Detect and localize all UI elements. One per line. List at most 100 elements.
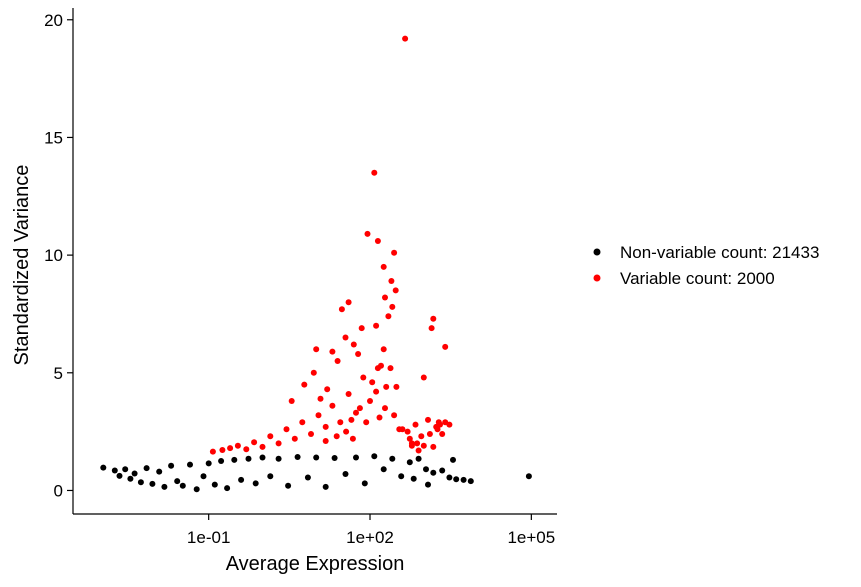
y-ticks: 0 5 10 15 20	[44, 11, 73, 500]
variable-point	[385, 313, 392, 320]
variable-point	[358, 325, 365, 332]
variable-point	[418, 433, 425, 440]
nonvariable-point	[331, 455, 338, 461]
variable-point	[334, 358, 341, 364]
nonvariable-point	[131, 470, 138, 477]
nonvariable-point	[127, 475, 134, 482]
variable-point	[426, 431, 433, 437]
variable-point	[420, 374, 427, 381]
nonvariable-point	[267, 473, 274, 480]
nonvariable-point	[525, 473, 532, 480]
variable-point	[442, 343, 449, 350]
nonvariable-point	[467, 478, 474, 485]
variable-point	[364, 230, 371, 237]
variable-point	[322, 438, 329, 444]
nonvariable-point	[100, 464, 107, 471]
variable-point	[369, 379, 376, 386]
variable-point	[310, 369, 317, 376]
nonvariable-point	[252, 480, 259, 487]
nonvariable-point	[200, 473, 207, 480]
variable-point	[415, 447, 422, 454]
nonvariable-point	[137, 479, 144, 486]
variable-point	[388, 278, 395, 284]
nonvariable-point	[423, 466, 429, 473]
nonvariable-point	[211, 481, 218, 488]
variable-point	[382, 294, 388, 301]
nonvariable-point	[446, 474, 453, 481]
variable-point	[283, 426, 290, 433]
nonvariable-point	[193, 486, 200, 493]
variable-point	[243, 446, 250, 453]
variable-point	[251, 439, 258, 446]
nonvariable-point	[398, 473, 405, 480]
variable-point	[267, 433, 274, 440]
legend-label: Variable count: 2000	[620, 269, 775, 288]
variable-point	[315, 412, 322, 419]
variable-point	[406, 435, 413, 442]
variable-point	[376, 414, 383, 421]
x-axis-title: Average Expression	[226, 553, 405, 575]
variable-point	[428, 325, 435, 332]
nonvariable-point	[425, 481, 431, 488]
nonvariable-point	[380, 466, 387, 473]
variable-point	[367, 398, 373, 404]
nonvariable-point	[245, 455, 252, 462]
nonvariable-point	[122, 466, 129, 473]
variable-point	[387, 365, 394, 372]
variable-point	[430, 315, 437, 322]
variable-point	[329, 402, 336, 409]
nonvariable-point	[143, 465, 150, 472]
nonvariable-point	[439, 467, 446, 474]
variable-point	[382, 405, 388, 412]
y-tick-label: 20	[44, 11, 63, 30]
variable-point	[373, 388, 380, 395]
y-tick-label: 0	[54, 481, 63, 500]
variable-point	[439, 431, 446, 437]
variable-point	[342, 334, 349, 341]
variable-point	[434, 426, 441, 433]
nonvariable-point	[238, 476, 245, 483]
variable-point	[435, 419, 442, 426]
variable-point	[380, 263, 387, 270]
variable-point	[308, 431, 314, 437]
variable-point	[317, 395, 324, 402]
x-ticks: 1e-01 1e+02 1e+05	[187, 514, 555, 547]
nonvariable-point	[371, 453, 378, 460]
nonvariable-point	[168, 462, 175, 469]
points-layer	[100, 35, 532, 493]
nonvariable-point	[361, 480, 368, 487]
nonvariable-point	[205, 460, 212, 467]
variable-point	[234, 442, 241, 449]
nonvariable-point	[406, 459, 413, 466]
nonvariable-point	[179, 482, 186, 489]
nonvariable-point	[353, 454, 359, 461]
variable-point	[408, 442, 415, 449]
variable-point	[360, 374, 367, 381]
variable-point	[324, 386, 331, 393]
nonvariable-point	[430, 469, 437, 476]
x-tick-label: 1e+02	[346, 528, 394, 547]
nonvariable-point	[116, 472, 123, 479]
nonvariable-point	[111, 467, 118, 474]
y-tick-label: 5	[54, 364, 63, 383]
variable-point	[345, 299, 352, 306]
nonvariable-point	[304, 474, 311, 481]
variable-point	[337, 419, 344, 426]
variable-point	[412, 421, 419, 428]
nonvariable-point	[450, 456, 456, 463]
variable-point	[259, 443, 266, 450]
nonvariable-point	[294, 454, 301, 460]
variable-point	[209, 448, 216, 455]
nonvariable-point	[187, 461, 193, 468]
nonvariable-point	[275, 455, 282, 462]
variable-point	[356, 405, 363, 412]
variable-point	[392, 287, 399, 294]
nonvariable-point	[218, 458, 225, 464]
variable-point	[355, 351, 362, 357]
variable-point	[227, 445, 234, 452]
nonvariable-point	[149, 480, 156, 487]
y-tick-label: 10	[44, 246, 63, 265]
y-tick-label: 15	[44, 128, 63, 147]
nonvariable-point	[231, 456, 238, 463]
